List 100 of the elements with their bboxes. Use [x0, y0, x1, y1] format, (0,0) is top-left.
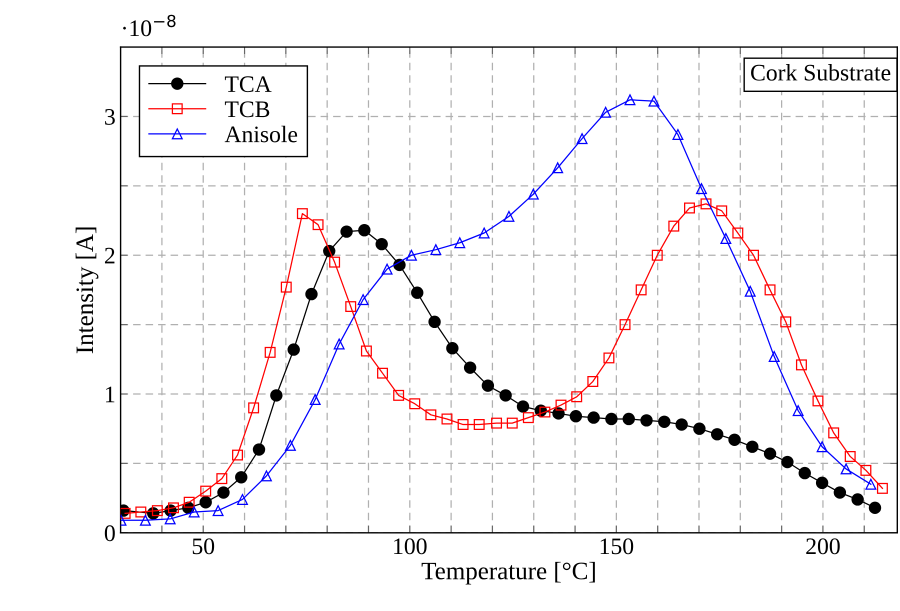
point — [377, 368, 388, 379]
point — [576, 133, 588, 144]
point — [358, 294, 369, 306]
point — [587, 376, 598, 388]
point — [876, 482, 888, 494]
x-tick-label: 100 — [394, 538, 427, 554]
point — [305, 288, 318, 300]
point — [816, 476, 828, 490]
point — [376, 238, 388, 250]
point — [834, 486, 846, 499]
point — [552, 162, 564, 174]
point — [605, 412, 618, 426]
point — [334, 338, 345, 350]
y-tick-label: 0 — [104, 525, 115, 542]
point — [454, 237, 466, 248]
x-tick-label: 50 — [192, 538, 214, 554]
point — [491, 418, 502, 429]
y-tick-label: 1 — [106, 386, 114, 402]
point — [200, 496, 212, 508]
point — [428, 316, 441, 328]
x-tick-label: 150 — [600, 538, 634, 554]
point — [358, 224, 371, 236]
point — [232, 450, 244, 461]
point — [622, 412, 635, 426]
point — [716, 205, 728, 216]
point — [345, 301, 356, 312]
point — [216, 473, 228, 484]
point — [796, 359, 807, 370]
point — [768, 351, 780, 362]
point — [236, 494, 248, 505]
point — [212, 505, 224, 516]
point — [840, 463, 852, 474]
point — [441, 414, 452, 424]
y-tick-label: 2 — [104, 248, 114, 264]
point — [658, 416, 670, 428]
point — [865, 478, 876, 490]
point — [140, 514, 151, 526]
point — [696, 183, 707, 194]
point — [164, 513, 176, 524]
point — [728, 434, 741, 446]
point — [522, 412, 534, 424]
point — [684, 202, 695, 214]
point — [217, 486, 230, 499]
point — [270, 389, 283, 402]
point — [340, 225, 353, 238]
point — [748, 250, 760, 261]
point — [411, 286, 424, 299]
point — [744, 286, 756, 297]
point — [264, 346, 276, 358]
point — [329, 256, 340, 268]
point — [720, 233, 732, 244]
point — [482, 380, 494, 392]
point — [260, 470, 272, 482]
point — [152, 505, 163, 516]
point — [640, 414, 653, 427]
point — [675, 418, 688, 431]
point — [280, 282, 292, 293]
point — [446, 342, 459, 354]
point — [360, 346, 372, 356]
point — [668, 220, 680, 232]
point — [296, 208, 308, 220]
point — [624, 94, 636, 106]
point — [764, 284, 776, 296]
point — [503, 210, 514, 222]
point — [528, 188, 539, 200]
point — [393, 390, 404, 401]
text: ·10$^{−8}$ — [123, 14, 176, 36]
point — [200, 486, 212, 497]
point — [844, 450, 856, 462]
point — [252, 443, 266, 456]
point — [235, 471, 248, 484]
point — [812, 395, 824, 406]
point — [312, 219, 324, 230]
point — [710, 428, 724, 440]
point — [587, 411, 600, 424]
point — [539, 406, 550, 418]
legend-label: TCA — [224, 76, 272, 92]
y-tick-label: 3 — [105, 108, 115, 125]
point — [499, 389, 512, 402]
y-axis-title: Intensity [A] — [76, 228, 98, 354]
annotation: Cork Substrate — [751, 64, 890, 81]
point — [474, 419, 485, 430]
point — [556, 400, 566, 411]
point — [851, 493, 864, 506]
point — [732, 228, 744, 239]
point — [868, 502, 882, 514]
point — [248, 402, 260, 414]
point — [458, 419, 469, 430]
point — [693, 422, 706, 435]
point — [382, 264, 393, 275]
point — [620, 319, 631, 330]
point — [672, 128, 684, 140]
point — [506, 418, 518, 429]
point — [746, 440, 758, 453]
point — [781, 456, 794, 468]
point — [571, 391, 582, 402]
point — [284, 440, 296, 451]
point — [700, 198, 712, 210]
point — [652, 250, 663, 261]
point — [184, 496, 195, 508]
